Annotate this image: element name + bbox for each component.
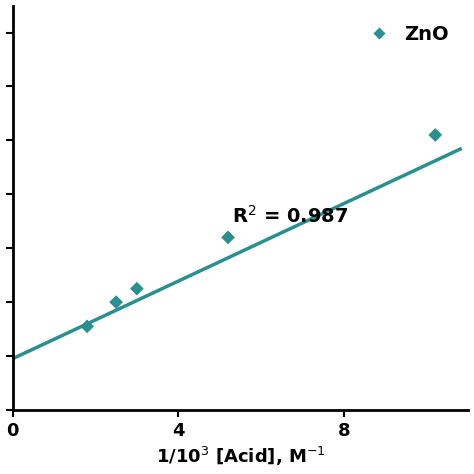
X-axis label: 1/10$^3$ [Acid], M$^{-1}$: 1/10$^3$ [Acid], M$^{-1}$ xyxy=(155,446,325,468)
Point xyxy=(83,323,91,330)
Text: R$^2$ = 0.987: R$^2$ = 0.987 xyxy=(232,205,349,227)
Point xyxy=(112,298,120,306)
Point xyxy=(133,285,141,292)
Legend: ZnO: ZnO xyxy=(350,15,459,54)
Point xyxy=(431,131,439,139)
Point xyxy=(224,234,232,241)
